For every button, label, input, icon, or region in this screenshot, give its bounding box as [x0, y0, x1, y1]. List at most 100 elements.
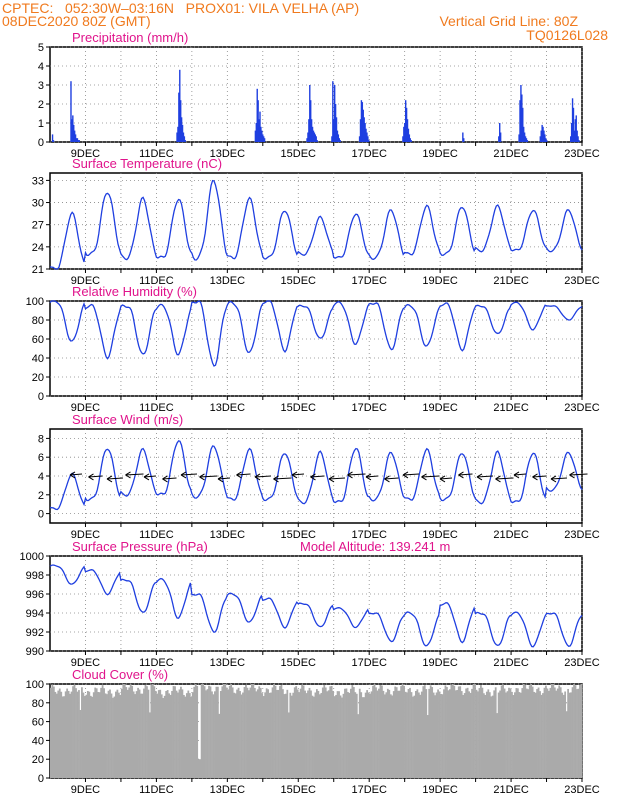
precip-bar: [310, 100, 312, 142]
precip-bar: [176, 132, 178, 142]
ytick-label-precip: 2: [38, 99, 44, 111]
cloud-bar: [462, 694, 465, 778]
wind-arrow-shaft: [180, 473, 198, 476]
cloud-bar: [109, 689, 111, 778]
ytick-label-precip: 3: [38, 80, 44, 92]
cloud-bar: [397, 690, 400, 778]
cloud-bar: [500, 685, 503, 778]
cloud-bar: [169, 694, 172, 778]
precip-bar: [577, 136, 579, 142]
cloud-bar: [76, 691, 79, 778]
cloud-bar: [140, 693, 142, 778]
precip-bar: [260, 126, 262, 142]
precip-bar: [405, 107, 408, 142]
cloud-bar: [282, 689, 284, 778]
cloud-bar: [258, 686, 261, 778]
ytick-label-pressure: 1000: [20, 551, 44, 563]
cloud-bar: [366, 690, 369, 778]
cloud-bar: [446, 686, 448, 778]
date-label-precip: 9DEC: [71, 148, 100, 160]
cloud-bar: [185, 693, 188, 778]
cloud-bar: [304, 690, 306, 778]
precip-bar: [524, 136, 527, 142]
precip-bar: [519, 100, 521, 142]
cloud-bar: [540, 694, 543, 778]
precip-bar: [333, 85, 336, 142]
header-date: 08DEC2020 80Z (GMT): [2, 13, 151, 29]
cloud-bar: [515, 688, 518, 778]
precip-bar: [570, 123, 573, 142]
cloud-bar: [530, 684, 533, 778]
date-label-temp: 23DEC: [564, 275, 600, 287]
precip-bar: [336, 130, 339, 142]
date-label-cloud: 15DEC: [281, 784, 317, 796]
cloud-bar: [394, 686, 397, 778]
cloud-bar: [97, 692, 100, 778]
date-label-cloud: 9DEC: [71, 784, 100, 796]
cloud-bar: [456, 689, 459, 778]
date-label-cloud: 11DEC: [139, 784, 174, 796]
cloud-bar: [521, 688, 524, 778]
cloud-bar: [410, 692, 413, 778]
cloud-bar: [391, 695, 394, 778]
cloud-bar: [415, 690, 417, 778]
wind-arrow-shaft: [88, 475, 103, 478]
cloud-bar: [490, 696, 493, 778]
precip-bar: [337, 134, 340, 142]
cloud-bar: [440, 694, 442, 778]
cloud-bar: [537, 687, 540, 778]
cloud-bar: [573, 684, 575, 778]
precip-bar: [255, 123, 258, 142]
cloud-bar: [240, 694, 243, 778]
ytick-label-cloud: 60: [32, 717, 44, 729]
precip-bar: [571, 98, 574, 142]
ytick-label-rh: 0: [38, 391, 44, 403]
precip-bar: [308, 119, 310, 142]
cloud-bar: [184, 696, 187, 778]
ytick-label-pressure: 992: [26, 627, 44, 639]
wind-arrow-head: [69, 471, 76, 479]
precip-bar: [75, 138, 78, 142]
date-label-wind: 21DEC: [493, 529, 529, 541]
cloud-bar: [574, 685, 577, 778]
cloud-bar: [403, 685, 405, 778]
wind-arrow-head: [569, 471, 575, 479]
cloud-bar: [295, 686, 298, 778]
panel-title-cloud: Cloud Cover (%): [72, 667, 168, 682]
cloud-bar: [474, 684, 476, 778]
cloud-bar: [239, 691, 241, 778]
cloud-bar: [379, 684, 382, 778]
cloud-bar: [539, 691, 541, 778]
precip-bar: [181, 124, 184, 142]
cloud-bar: [364, 692, 367, 778]
cloud-bar: [219, 690, 222, 778]
cloud-bar: [527, 689, 530, 778]
cloud-bar: [357, 714, 360, 778]
cloud-bar: [316, 689, 318, 778]
ytick-label-wind: 2: [38, 490, 44, 502]
ytick-label-wind: 0: [38, 509, 44, 521]
cloud-bar: [525, 688, 528, 778]
precip-bar: [521, 94, 523, 142]
cloud-bar: [218, 713, 221, 778]
cloud-bar: [135, 691, 138, 778]
wind-arrow-head: [310, 473, 316, 481]
cloud-bar: [423, 685, 426, 778]
precip-bar: [410, 140, 412, 142]
cloud-bar: [57, 690, 60, 778]
date-label-cloud: 13DEC: [210, 784, 246, 796]
cloud-bar: [214, 691, 216, 778]
cloud-bar: [444, 685, 447, 778]
wind-arrow-head: [328, 475, 335, 483]
cloud-bar: [392, 691, 395, 778]
ytick-label-pressure: 996: [26, 589, 44, 601]
precip-bar: [403, 126, 405, 142]
ytick-label-temp: 24: [32, 242, 44, 254]
cloud-bar: [449, 689, 451, 778]
wind-arrow-head: [273, 475, 279, 483]
cloud-bar: [332, 690, 335, 778]
ytick-label-wind: 8: [38, 433, 44, 445]
cloud-bar: [389, 694, 392, 778]
cloud-bar: [224, 684, 227, 778]
date-label-pressure: 13DEC: [210, 657, 246, 669]
